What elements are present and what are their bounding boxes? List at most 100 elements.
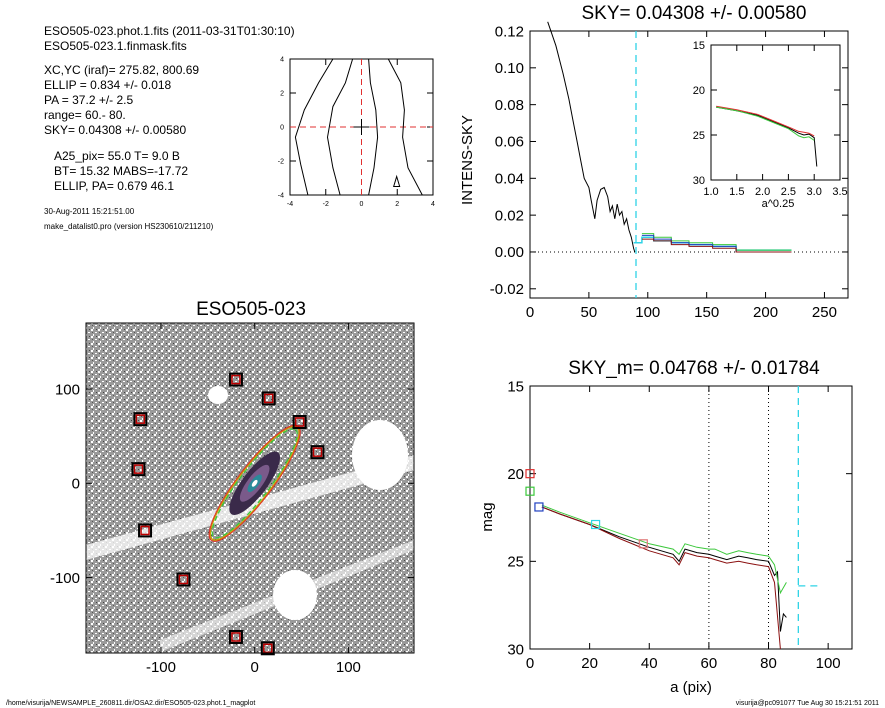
inset-x-tick-label: 2.5 [781, 186, 796, 198]
mag-series-line [541, 504, 787, 595]
profile-series-line [641, 233, 792, 251]
contour-line [387, 58, 423, 196]
info-line: PA = 37.2 +/- 2.5 [44, 93, 134, 107]
mag-box-marker [525, 486, 535, 496]
inset-y-tick-label: 25 [693, 130, 705, 142]
profile-title: SKY= 0.04308 +/- 0.00580 [581, 3, 806, 24]
profile-y-tick-label: 0.12 [495, 23, 524, 40]
profile-y-tick-label: 0.08 [495, 97, 524, 114]
contour-x-tick-label: 4 [431, 201, 435, 208]
masked-star-marker [131, 462, 146, 477]
profile-series-line [641, 234, 792, 253]
inset-x-tick-label: 2.0 [755, 186, 770, 198]
image-x-tick-label: 100 [336, 659, 361, 676]
image-x-tick-label: -100 [146, 659, 176, 676]
mag-box-marker [638, 539, 648, 549]
mag-x-tick-label: 100 [816, 655, 841, 672]
masked-star-marker [312, 447, 323, 457]
mag-x-tick-label: 80 [760, 655, 777, 672]
masked-star-marker [140, 525, 150, 536]
contour-x-tick-label: -2 [323, 201, 329, 208]
masked-star-marker [231, 374, 241, 385]
contour-y-tick-label: -4 [278, 192, 284, 199]
inset-x-tick-label: 3.0 [807, 186, 822, 198]
masked-star-marker [133, 464, 144, 474]
image-star-blob [208, 386, 228, 404]
info-line: SKY= 0.04308 +/- 0.00580 [44, 123, 186, 137]
footer-path: /home/visurija/NEWSAMPLE_260811.dir/OSA2… [6, 700, 255, 707]
profile-y-tick-label: 0.06 [495, 134, 524, 151]
mag-series-line [541, 506, 787, 632]
image-x-tick-label: 0 [251, 659, 259, 676]
mag-x-tick-label: 60 [701, 655, 718, 672]
contour-line [326, 58, 354, 196]
masked-star-marker [138, 523, 153, 538]
info-line: range= 60.- 80. [44, 108, 126, 122]
contour-y-tick-label: 0 [280, 124, 284, 131]
profile-x-tick-label: 250 [812, 304, 837, 321]
masked-star-marker [294, 417, 305, 427]
masked-star-marker [263, 393, 274, 404]
info-line: A25_pix= 55.0 T= 9.0 B [54, 149, 180, 163]
footer-user: visurija@pc091077 Tue Aug 30 15:21:51 20… [736, 700, 879, 707]
profile-x-tick-label: 50 [581, 304, 598, 321]
info-block: ESO505-023.phot.1.fits (2011-03-31T01:30… [44, 24, 295, 231]
masked-star-marker [260, 641, 275, 656]
mag-x-tick-label: 0 [526, 655, 534, 672]
info-line: ESO505-023.phot.1.fits (2011-03-31T01:30… [44, 24, 295, 38]
inset-y-tick-label: 30 [693, 175, 705, 187]
contour-x-tick-label: -4 [287, 201, 293, 208]
profile-x-tick-label: 150 [694, 304, 719, 321]
mag-x-tick-label: 40 [641, 655, 658, 672]
mag-y-tick-label: 30 [507, 641, 524, 658]
inset-x-tick-label: 1.0 [703, 186, 718, 198]
info-line: 30-Aug-2011 15:21:51.00 [44, 207, 135, 216]
masked-star-marker [310, 445, 325, 460]
mag-title: SKY_m= 0.04768 +/- 0.01784 [568, 358, 820, 379]
contour-line [368, 58, 379, 196]
inset-y-tick-label: 20 [693, 85, 705, 97]
masked-star-marker [178, 574, 189, 585]
mag-box-marker [525, 469, 535, 479]
masked-star-marker [292, 415, 307, 429]
inset-background [711, 45, 840, 180]
mag-y-tick-label: 25 [507, 554, 524, 571]
image-streak [86, 455, 414, 560]
inset-y-tick-label: 15 [693, 40, 705, 52]
contour-y-tick-label: 4 [280, 56, 284, 63]
info-line: BT= 15.32 MABS=-17.72 [54, 164, 188, 178]
image-y-tick-label: 0 [72, 476, 80, 493]
masked-star-marker [135, 414, 146, 424]
inset-series-line [716, 105, 815, 137]
contour-y-tick-label: 2 [280, 90, 284, 97]
mag-y-tick-label: 15 [507, 378, 524, 395]
image-star-blob [352, 420, 408, 490]
profile-y-tick-label: 0.10 [495, 60, 524, 77]
inset-x-tick-label: 1.5 [729, 186, 744, 198]
mag-box-marker [590, 519, 601, 530]
profile-x-tick-label: 0 [526, 304, 534, 321]
masked-star-marker [228, 629, 243, 644]
inset-axes [710, 44, 841, 181]
profile-y-tick-label: -0.02 [490, 281, 524, 298]
profile-y-tick-label: 0.04 [495, 171, 524, 188]
contour-small-loop [393, 174, 401, 187]
mag-x-tick-label: 20 [581, 655, 598, 672]
contour-line [294, 58, 334, 196]
masked-star-marker [176, 572, 191, 587]
profile-axes [529, 30, 849, 299]
profile-series-line [547, 21, 636, 253]
mag-series-line [541, 506, 781, 650]
masked-star-marker [231, 632, 241, 642]
info-line: ELLIP, PA= 0.679 46.1 [54, 179, 174, 193]
masked-star-marker [263, 643, 273, 654]
profile-y-tick-label: 0.02 [495, 207, 524, 224]
profile-y-tick-label: 0.00 [495, 244, 524, 261]
masked-star-marker [261, 391, 276, 406]
info-line: XC,YC (iraf)= 275.82, 800.69 [44, 63, 199, 77]
image-title: ESO505-023 [196, 299, 306, 320]
inset-xlabel: a^0.25 [762, 198, 795, 210]
mag-y-tick-label: 20 [507, 466, 524, 483]
masked-star-marker [228, 372, 243, 387]
